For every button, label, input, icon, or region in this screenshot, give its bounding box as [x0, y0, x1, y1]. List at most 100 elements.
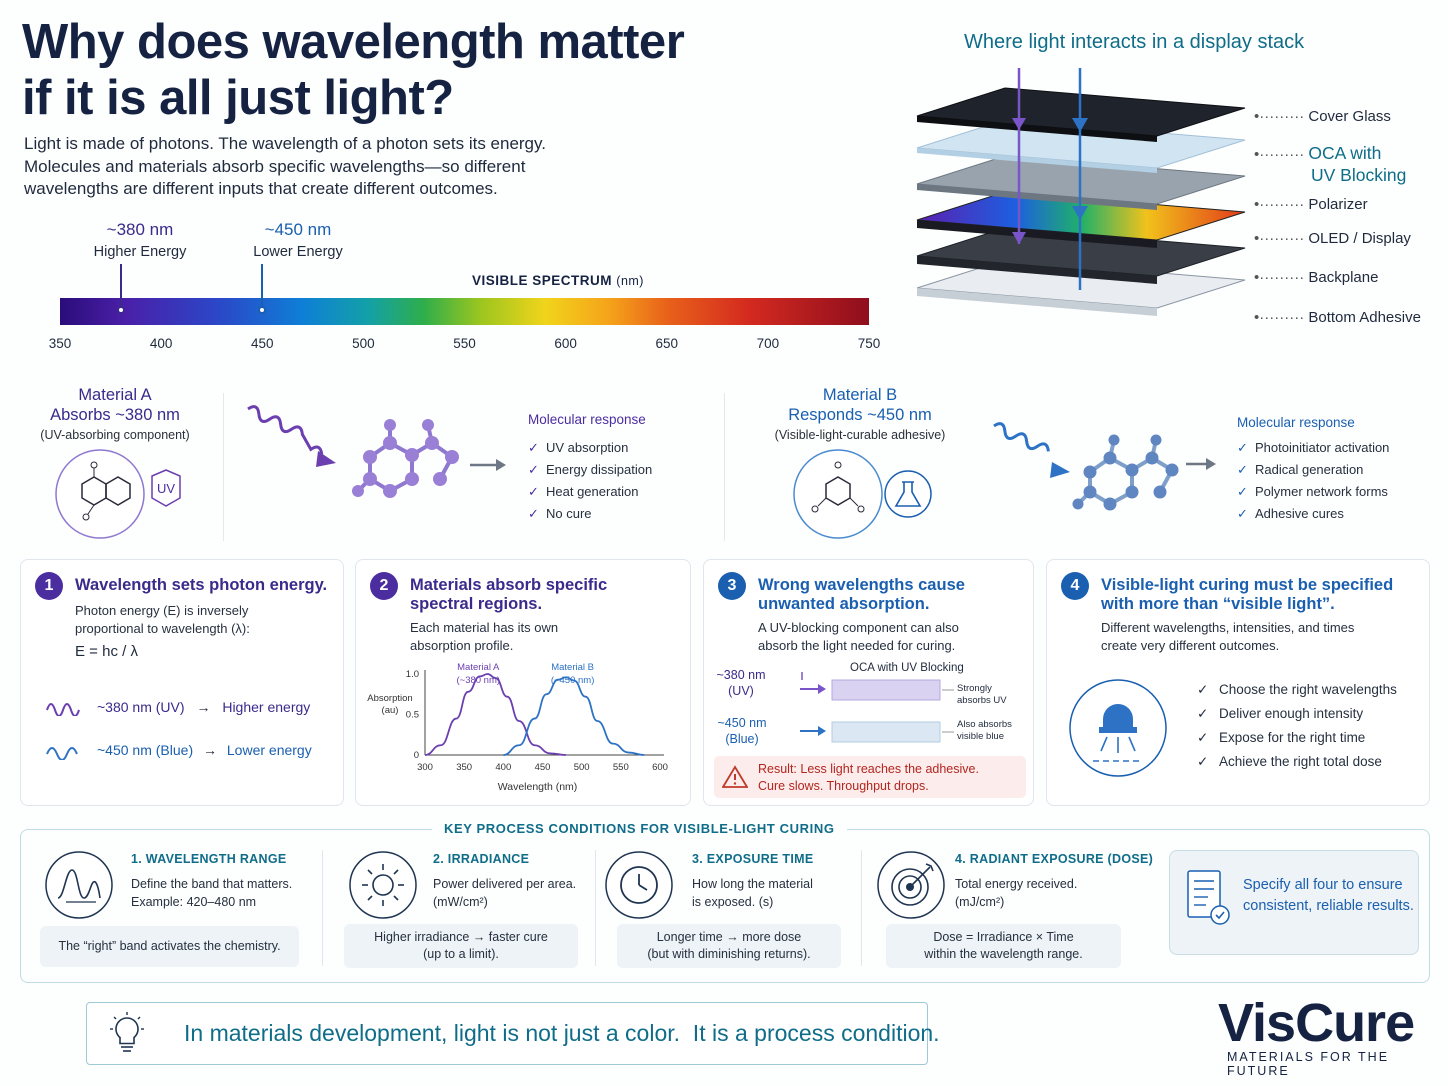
curing-lamp-icon	[1069, 679, 1167, 777]
spectrum-tick-label: 450	[250, 336, 274, 351]
material-b-response-title: Molecular response	[1237, 415, 1355, 430]
spectrum-tick-label: 350	[48, 336, 72, 351]
stack-label-polarizer: •········· Polarizer	[1254, 196, 1368, 213]
wavelength-range-icon	[45, 851, 113, 919]
spectrum-tick-label: 750	[857, 336, 881, 351]
intro-line-3: wavelengths are different inputs that cr…	[24, 179, 498, 198]
spectrum-unit: (nm)	[616, 274, 644, 288]
marker-b-nm: ~450 nm	[264, 220, 332, 239]
condition-box: Higher irradiance → faster cure (up to a …	[344, 924, 578, 968]
list-item: ✓ Energy dissipation	[528, 462, 653, 477]
page-title: Why does wavelength matter if it is all …	[22, 14, 702, 126]
material-b-responses: ✓ Photoinitiator activation ✓ Radical gene…	[1237, 437, 1389, 525]
oca-label: OCA with UV Blocking	[850, 662, 964, 674]
material-a-desc: (UV-absorbing component)	[40, 428, 190, 442]
brand-logo: VisCure	[1218, 993, 1415, 1053]
material-a-molecule-icon: UV	[55, 449, 181, 539]
card-number: 1	[35, 572, 63, 600]
stack-label-bottom-adhesive: •········· Bottom Adhesive	[1254, 309, 1421, 326]
intro-line-2: Molecules and materials absorb specific …	[24, 156, 526, 176]
footer-message: In materials development, light is not j…	[184, 1020, 940, 1046]
spectrum-tick-label: 600	[554, 336, 577, 351]
card-text: Each material has its own absorption prof…	[410, 620, 559, 653]
condition-text: Define the band that matters. Example: 42…	[131, 877, 293, 909]
blue-note: Also absorbs visible blue	[957, 719, 1012, 742]
card-text: Different wavelengths, intensities, and …	[1101, 620, 1355, 653]
list-item: ✓ Choose the right wavelengths	[1197, 682, 1397, 697]
list-item: ✓ Adhesive cures	[1237, 506, 1344, 521]
spectrum-tick-label: 500	[352, 336, 375, 351]
sun-icon	[349, 851, 417, 919]
material-a-wave-molecule	[247, 405, 506, 498]
card-number: 3	[718, 572, 746, 600]
condition-text: Power delivered per area. (mW/cm²)	[433, 877, 577, 909]
marker-a-energy: Higher Energy	[93, 244, 187, 260]
warning-icon	[722, 765, 748, 788]
card-text: A UV-blocking component can also absorb t…	[758, 620, 959, 653]
card-text: Photon energy (E) is inversely proportion…	[75, 603, 250, 636]
stack-title: Where light interacts in a display stack	[964, 31, 1305, 53]
card-specify-curing: 4 Visible-light curing must be specified…	[1046, 559, 1430, 806]
y-axis-label-unit: (au)	[382, 705, 399, 716]
condition-text: Total energy received. (mJ/cm²)	[955, 877, 1078, 909]
list-item: ✓ Heat generation	[528, 484, 639, 499]
list-item: ✓ Achieve the right total dose	[1197, 754, 1382, 769]
result-text: Result: Less light reaches the adhesive.…	[758, 762, 979, 793]
condition-head: 3. EXPOSURE TIME	[692, 852, 814, 866]
uv-tag-a: UV	[157, 481, 175, 496]
list-item: ✓ Polymer network forms	[1237, 484, 1388, 499]
x-tick-label: 500	[574, 762, 590, 773]
marker-b-labels: ~450 nm Lower Energy	[218, 220, 378, 260]
clock-icon	[605, 851, 673, 919]
x-tick-label: 600	[652, 762, 668, 773]
y-tick-label: 1.0	[406, 669, 419, 680]
condition-head: 1. WAVELENGTH RANGE	[131, 852, 287, 866]
series-line-material-b	[503, 676, 645, 756]
x-tick-label: 350	[456, 762, 472, 773]
card-number: 4	[1061, 572, 1089, 600]
condition-box: Dose = Irradiance × Time within the wavel…	[886, 924, 1121, 968]
result-alert: Result: Less light reaches the adhesive.…	[714, 756, 1026, 798]
energy-formula: E = hc / λ	[75, 643, 138, 660]
target-icon	[877, 851, 945, 919]
checklist-doc-icon	[1187, 870, 1230, 925]
material-a-responses: ✓ UV absorption ✓ Energy dissipation ✓ Heat…	[528, 437, 652, 525]
display-stack-illustration	[916, 68, 1246, 316]
divider	[322, 850, 323, 966]
stack-label-oca: •········· OCA with UV Blocking	[1254, 143, 1407, 185]
material-b-responds: Responds ~450 nm	[788, 406, 932, 424]
divider	[724, 393, 725, 541]
y-tick-label: 0	[414, 750, 419, 761]
material-a-absorbs: Absorbs ~380 nm	[50, 406, 180, 424]
material-b-desc: (Visible-light-curable adhesive)	[774, 428, 946, 442]
material-a-header: Material A Absorbs ~380 nm (UV-absorbing…	[20, 385, 210, 442]
list-item: ✓ Expose for the right time	[1197, 730, 1366, 745]
list-item: ✓ Photoinitiator activation	[1237, 440, 1390, 455]
condition-text: How long the material is exposed. (s)	[692, 877, 813, 909]
stack-label-oled: •········· OLED / Display	[1254, 230, 1411, 247]
conditions-title: KEY PROCESS CONDITIONS FOR VISIBLE-LIGHT…	[432, 821, 847, 836]
curing-checklist: ✓ Choose the right wavelengths ✓ Deliver e…	[1197, 678, 1397, 774]
footer-message-box: In materials development, light is not j…	[86, 1002, 940, 1065]
divider	[861, 850, 862, 966]
x-tick-label: 300	[417, 762, 433, 773]
oca-diagram	[800, 672, 954, 743]
card-absorption-regions: 2 Materials absorb specific spectral regi…	[355, 559, 691, 806]
card-wavelength-energy: 1 Wavelength sets photon energy. Photon …	[20, 559, 344, 806]
callout-text: Specify all four to ensure consistent, re…	[1243, 877, 1414, 914]
x-tick-label: 400	[495, 762, 511, 773]
spectrum-tick-label: 650	[655, 336, 679, 351]
brand-tagline: MATERIALS FOR THE FUTURE	[1227, 1050, 1390, 1078]
material-a-name: Material A	[78, 386, 152, 404]
energy-row-blue: ~450 nm (Blue) → Lower energy	[97, 742, 312, 758]
blue-row-label: ~450 nm (Blue)	[717, 716, 767, 746]
y-tick-label: 0.5	[406, 710, 419, 721]
x-tick-label: 550	[613, 762, 629, 773]
card-title: Wrong wavelengths cause unwanted absorpti…	[758, 576, 965, 613]
y-axis-label: Absorption	[367, 693, 412, 704]
list-item: ✓ No cure	[528, 506, 592, 521]
series-sublabel: (~380 nm)	[456, 675, 500, 686]
material-b-name: Material B	[822, 386, 898, 404]
conditions-callout: Specify all four to ensure consistent, re…	[1169, 850, 1419, 955]
card-number: 2	[370, 572, 398, 600]
